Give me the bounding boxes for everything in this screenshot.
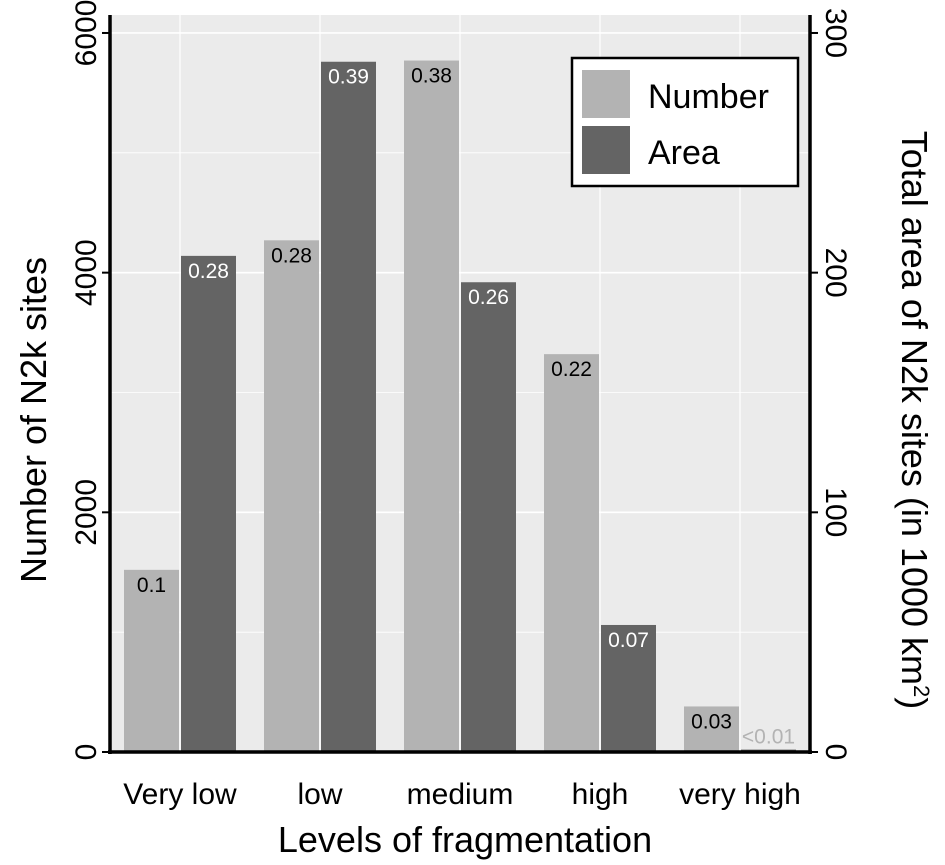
x-tick-label-2: medium: [407, 778, 514, 811]
y-tick-label-right-0: 0: [819, 744, 852, 761]
bar-label-number-0: 0.1: [137, 574, 166, 597]
bar-label-area-0: 0.28: [188, 260, 229, 283]
y-axis-title-left: Number of N2k sites: [13, 257, 54, 583]
y-tick-label-left-1: 2000: [70, 479, 103, 546]
legend-label-area: Area: [648, 134, 720, 172]
y-tick-label-left-3: 6000: [70, 0, 103, 66]
bars-layer: [124, 60, 796, 753]
bar-area-3: [601, 624, 656, 752]
bar-labels-layer: 0.1 0.28 0.28 0.39 0.38 0.26 0.22 0.07 0.03 <0.01: [137, 65, 795, 749]
y-tick-label-right-2: 200: [819, 248, 852, 298]
bar-label-number-1: 0.28: [271, 244, 312, 267]
bar-number-3: [544, 354, 599, 752]
x-tick-label-3: high: [572, 778, 629, 811]
legend-swatch-number: [582, 70, 630, 118]
bar-number-2: [404, 60, 459, 753]
legend-swatch-area: [582, 126, 630, 174]
bar-area-2: [461, 282, 516, 752]
bar-label-area-1: 0.39: [328, 66, 369, 89]
bar-area-0: [181, 255, 236, 752]
y-tick-label-right-3: 300: [819, 8, 852, 58]
y-axis-title-right: Total area of N2k sites (in 1000 km2): [894, 131, 935, 710]
ticks-layer: Very low low medium high very high0200040006…: [70, 0, 852, 811]
y-tick-label-left-0: 0: [70, 744, 103, 761]
bar-label-area-3: 0.07: [608, 629, 649, 652]
y-tick-label-left-2: 4000: [70, 239, 103, 306]
bar-number-4: [684, 706, 739, 752]
x-axis-title: Levels of fragmentation: [278, 819, 652, 860]
x-tick-label-1: low: [297, 778, 342, 811]
bar-label-number-3: 0.22: [551, 358, 592, 381]
bar-number-0: [124, 569, 179, 752]
y-tick-label-right-1: 100: [819, 487, 852, 537]
bar-area-1: [321, 61, 376, 753]
bar-label-area-4: <0.01: [742, 726, 795, 749]
bar-label-number-4: 0.03: [691, 710, 732, 733]
bar-number-1: [264, 240, 319, 752]
axes-layer: [108, 15, 812, 754]
bar-label-area-2: 0.26: [468, 286, 509, 309]
legend-label-number: Number: [648, 78, 769, 116]
x-tick-label-4: very high: [679, 778, 801, 811]
x-tick-label-0: Very low: [123, 778, 237, 811]
bar-label-number-2: 0.38: [411, 65, 452, 88]
legend: Number Area: [570, 56, 800, 188]
